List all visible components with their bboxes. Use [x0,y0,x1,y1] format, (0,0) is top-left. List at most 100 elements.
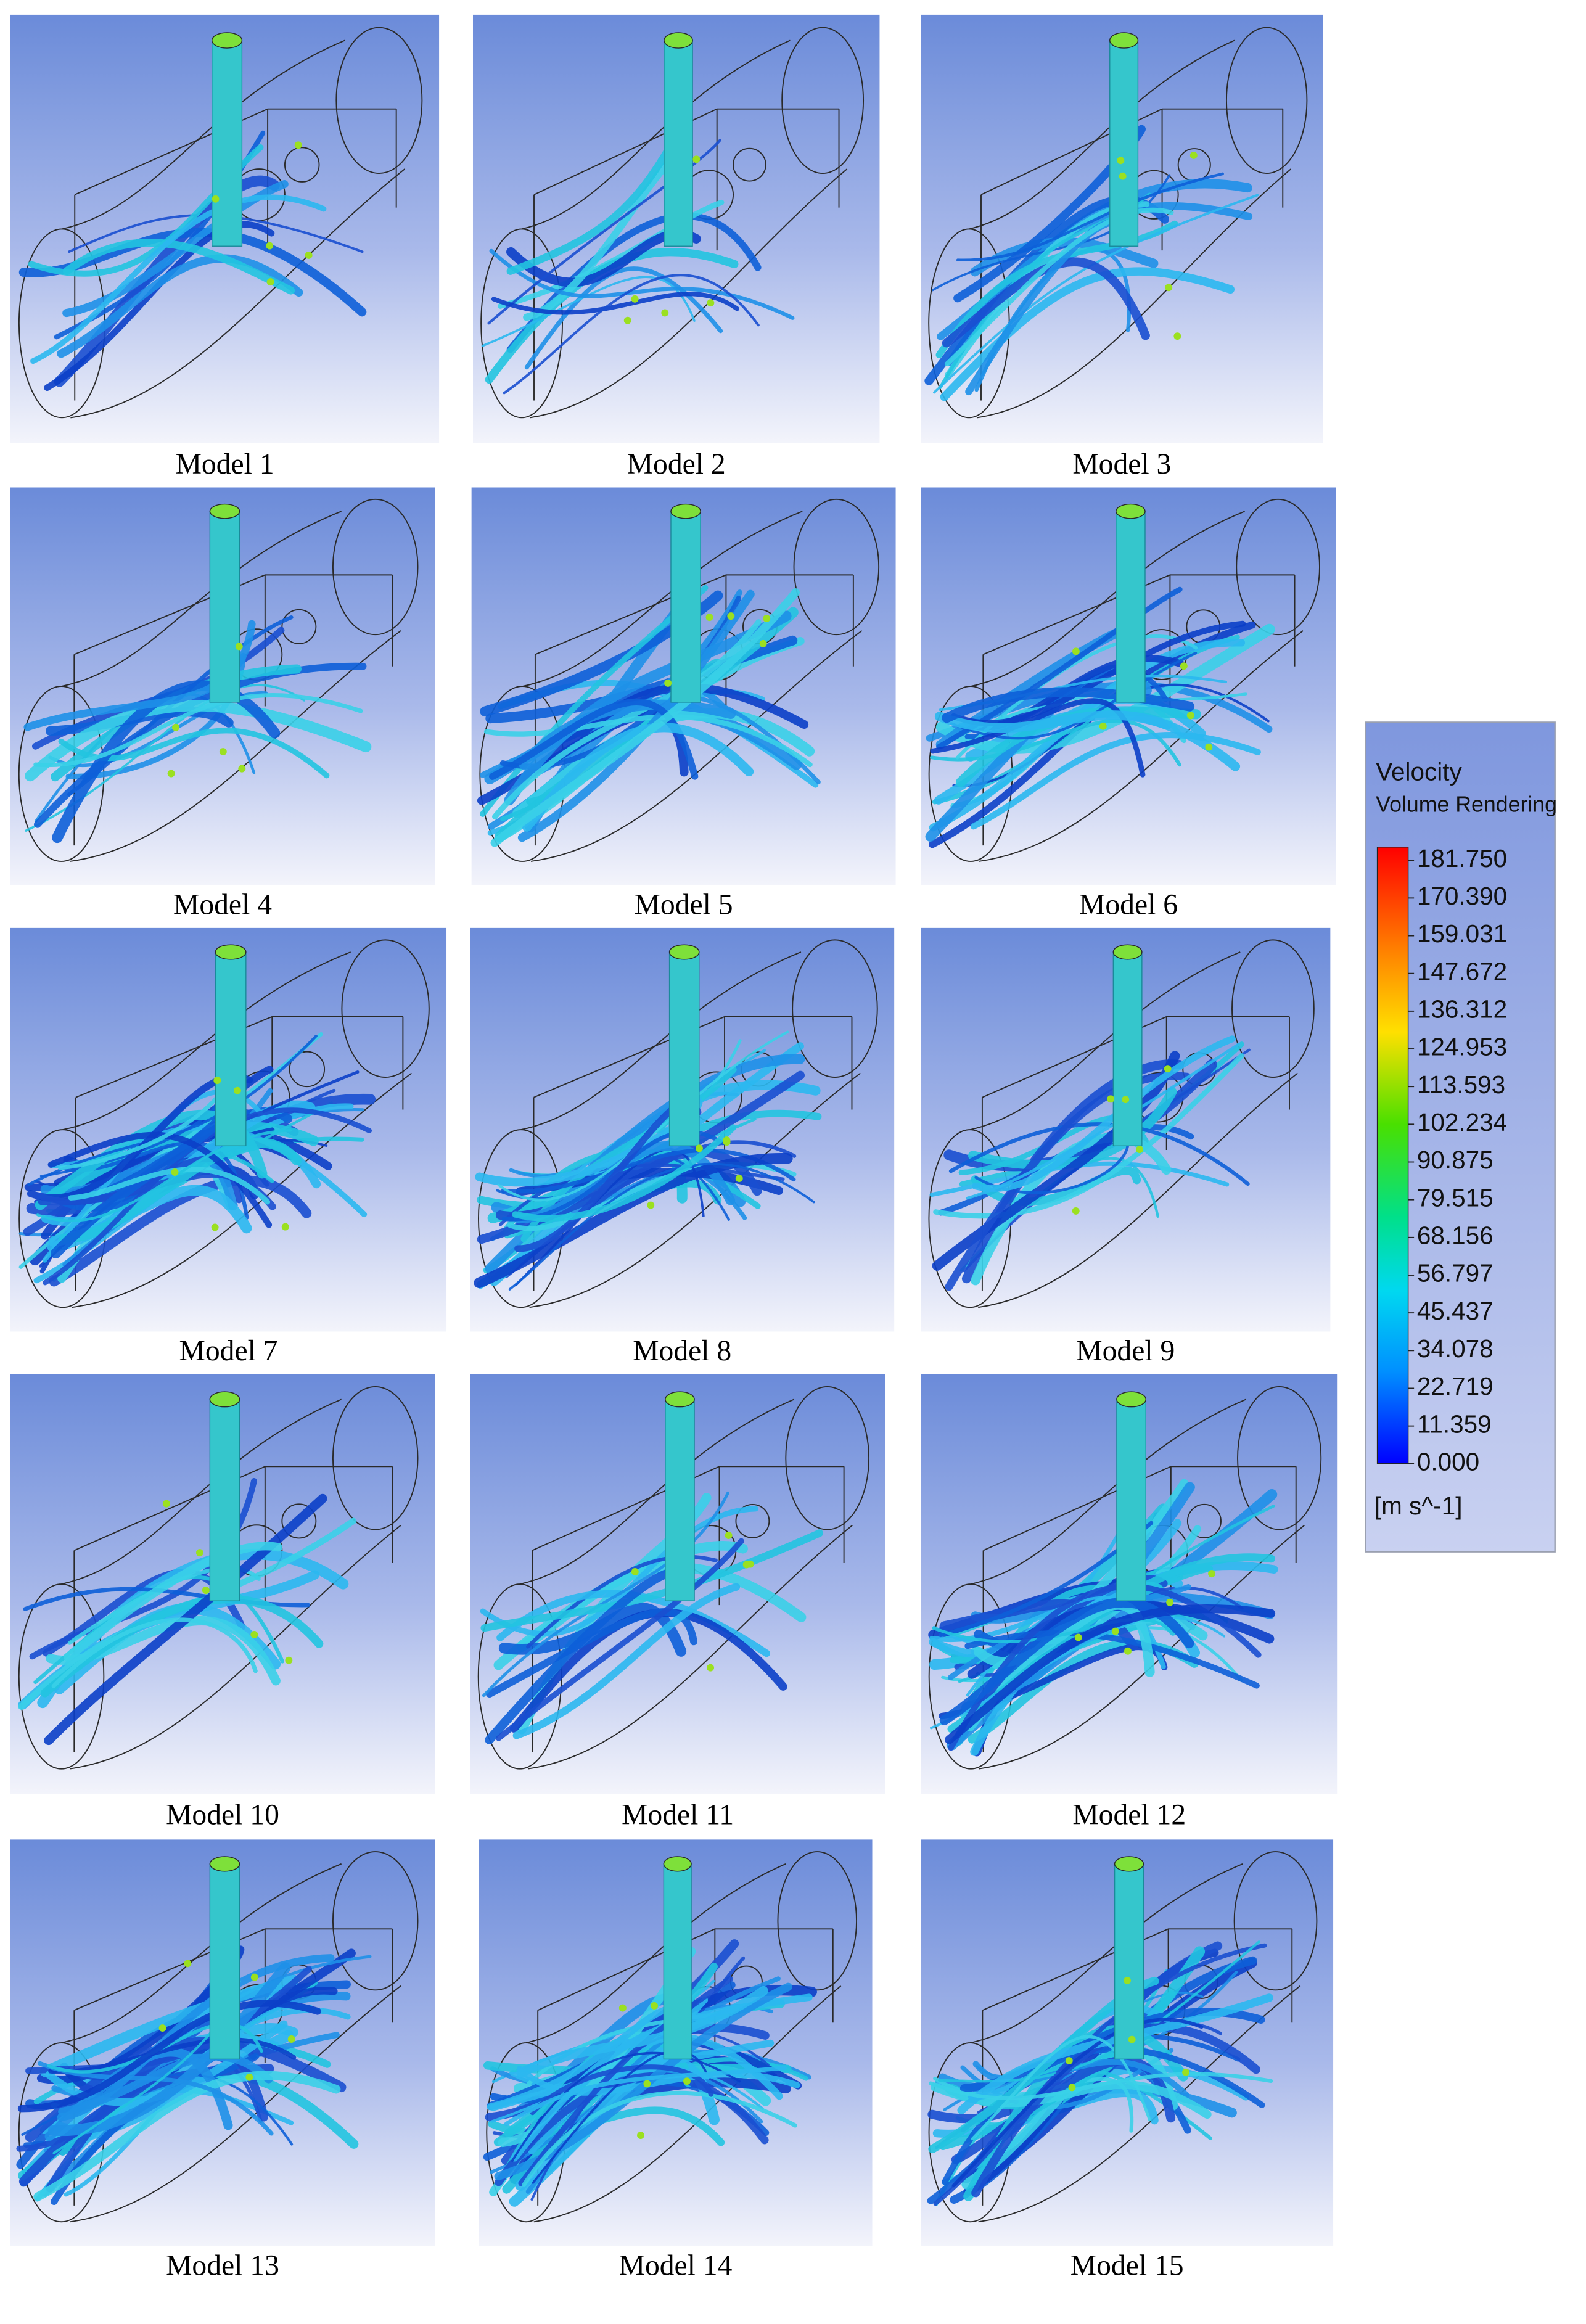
body-outline [70,168,406,419]
simulation-panel [921,487,1336,885]
outlet-outline [1231,939,1315,1078]
outlet-outline [792,939,878,1078]
nozzle [1068,2084,1076,2092]
hub-outline [284,147,320,183]
streamline [530,2064,714,2116]
nozzle [1074,1633,1082,1641]
nozzle [631,1568,639,1575]
nozzle [1072,1207,1080,1215]
legend-tick-label: 68.156 [1417,1222,1494,1250]
streamline [46,2022,263,2074]
nozzle [1180,662,1188,670]
outlet-outline [332,498,419,636]
panel-caption: Model 12 [1072,1799,1186,1831]
nozzle [212,195,220,203]
nozzle [1173,332,1181,340]
streamline [942,687,1195,723]
box-outline [982,1928,1293,2206]
streamline [36,1129,292,1222]
body-outline [528,1525,853,1770]
nozzle [647,1201,655,1209]
streamline [62,239,295,295]
nozzle [1205,743,1213,751]
hub-outline [281,1503,317,1539]
legend-tick-label: 56.797 [1417,1259,1494,1287]
nozzle [171,1168,179,1176]
hub-outline [289,1051,326,1088]
nozzle [1124,1977,1131,1984]
nozzle [287,2035,295,2043]
streamline [498,1603,687,1657]
outlet-outline [1233,1851,1318,1991]
streamline [524,266,723,370]
streamline [944,207,1174,367]
body-outline [62,39,345,230]
streamline [68,214,364,253]
streamline [945,1072,1191,1291]
nozzle [1186,712,1194,720]
body-outline [525,1863,786,2043]
simulation-panel [10,927,447,1332]
panel-caption: Model 15 [1070,2249,1184,2281]
streamline [503,274,760,395]
streamline [504,2066,787,2126]
shaft [209,1398,240,1601]
outlet-outline [332,1386,419,1530]
panel-caption: Model 14 [619,2249,733,2281]
shaft-top [1116,1391,1146,1408]
panel-caption: Model 2 [627,448,726,480]
nozzle [1128,2035,1136,2043]
body-outline [978,1985,1301,2223]
nozzle [1065,2057,1073,2065]
nozzle [1182,2068,1190,2076]
streamline [508,1162,815,1291]
streamline [951,2018,1204,2188]
body-outline [70,1525,401,1770]
legend-unit: [m s^-1] [1374,1492,1463,1520]
nozzle [664,679,672,687]
nozzle [1165,284,1173,292]
legend-tick-label: 159.031 [1417,919,1507,948]
nozzle [1136,1146,1143,1154]
nozzle [195,1549,203,1557]
nozzle [172,723,180,731]
nozzle [707,299,715,307]
legend-tick-label: 102.234 [1417,1108,1507,1136]
streamline [39,1974,300,2077]
streamline [930,2080,1212,2119]
streamline [485,1608,698,1698]
body-outline [533,1985,842,2223]
hub-outline [733,147,766,182]
shaft-top [1109,32,1139,49]
panel-caption: Model 9 [1076,1335,1175,1367]
nozzle [725,1532,733,1539]
nozzle [618,2004,627,2012]
inlet-outline [18,1583,105,1770]
shaft [1116,1398,1146,1601]
shaft-top [209,503,240,519]
legend-tick-label: 45.437 [1417,1297,1494,1325]
nozzle [683,2077,691,2085]
nozzle [250,1973,258,1981]
shaft [215,951,247,1147]
nozzle [1166,1598,1174,1606]
outlet-outline [335,27,423,174]
streamline [49,1175,312,1287]
shaft [209,1863,240,2060]
streamline [935,623,1275,754]
panel-caption: Model 3 [1072,448,1171,480]
streamline [504,610,792,806]
shaft-top [668,944,700,960]
nozzle [213,1077,221,1085]
panel-caption: Model 8 [633,1335,731,1367]
simulation-panel [10,1374,435,1794]
legend-tick-label: 34.078 [1417,1334,1494,1363]
streamline [482,1491,729,1698]
color-legend: Velocity Volume Rendering [m s^-1] 181.7… [1365,721,1557,1553]
body-outline [70,1985,401,2223]
streamline [68,1167,271,1205]
body-outline [530,168,848,419]
nozzle [696,1144,703,1152]
streamline [948,1122,1250,1186]
legend-subtitle: Volume Rendering [1376,792,1557,817]
